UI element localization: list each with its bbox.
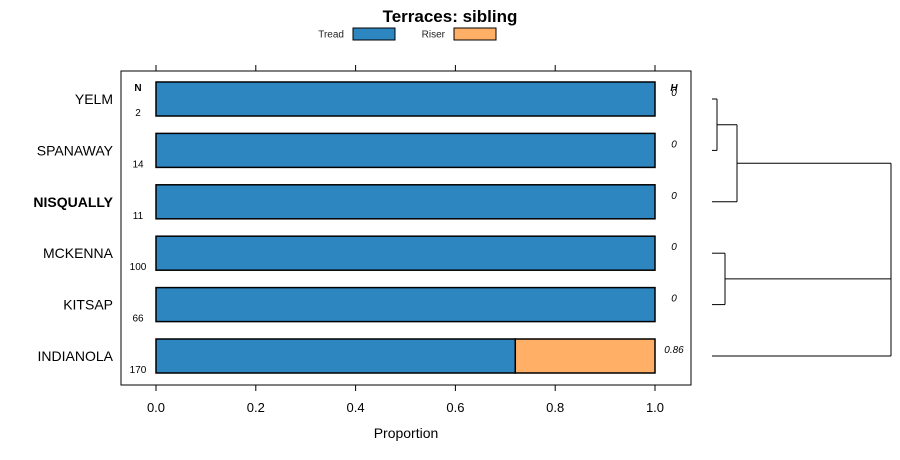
legend-swatch-riser <box>453 27 497 41</box>
x-axis-label: Proportion <box>374 425 439 441</box>
bar-tread <box>155 286 656 323</box>
n-value: 11 <box>133 211 144 222</box>
row-label: YELM <box>75 91 113 107</box>
h-value: 0.86 <box>664 345 684 356</box>
x-tick-label: 0.2 <box>247 400 265 415</box>
row-label: SPANAWAY <box>37 142 114 158</box>
bar-tread <box>155 81 656 117</box>
n-value: 14 <box>132 159 144 170</box>
legend-label-tread: Tread <box>318 30 344 41</box>
h-column-header: H <box>670 83 678 94</box>
legend-swatch-tread <box>352 27 396 41</box>
row-label: INDIANOLA <box>38 348 114 364</box>
x-tick-label: 0.0 <box>147 400 165 415</box>
n-value: 2 <box>135 108 141 119</box>
bar-riser <box>514 338 656 374</box>
rows: YELM 2 0 SPANAWAY 14 0 NISQUALLY 11 0 MCKENNA 100 0… <box>33 88 684 376</box>
bar-tread <box>155 184 656 220</box>
h-value: 0 <box>671 294 677 305</box>
h-value: 0 <box>671 88 677 99</box>
legend-label-riser: Riser <box>422 30 446 41</box>
row-label: MCKENNA <box>43 245 114 261</box>
h-value: 0 <box>671 139 677 150</box>
legend: Tread Riser <box>318 27 497 41</box>
plot-frame <box>120 70 692 386</box>
h-value: 0 <box>671 191 677 202</box>
bar-tread <box>155 235 656 271</box>
chart-title: Terraces: sibling <box>383 7 518 26</box>
bars <box>155 81 656 374</box>
dendrogram <box>712 98 892 357</box>
row-label: NISQUALLY <box>33 194 113 210</box>
x-tick-label: 0.4 <box>347 400 365 415</box>
n-value: 170 <box>130 365 147 376</box>
bar-tread <box>155 132 656 169</box>
x-tick-label: 0.8 <box>546 400 564 415</box>
h-value: 0 <box>671 242 677 253</box>
x-axis: 0.0 0.2 0.4 0.6 0.8 1.0 <box>147 65 664 415</box>
x-tick-label: 1.0 <box>646 400 664 415</box>
n-column-header: N <box>134 83 141 94</box>
x-tick-label: 0.6 <box>446 400 464 415</box>
n-value: 100 <box>130 262 147 273</box>
n-value: 66 <box>132 314 144 325</box>
row-label: KITSAP <box>63 297 113 313</box>
bar-tread <box>155 338 517 374</box>
